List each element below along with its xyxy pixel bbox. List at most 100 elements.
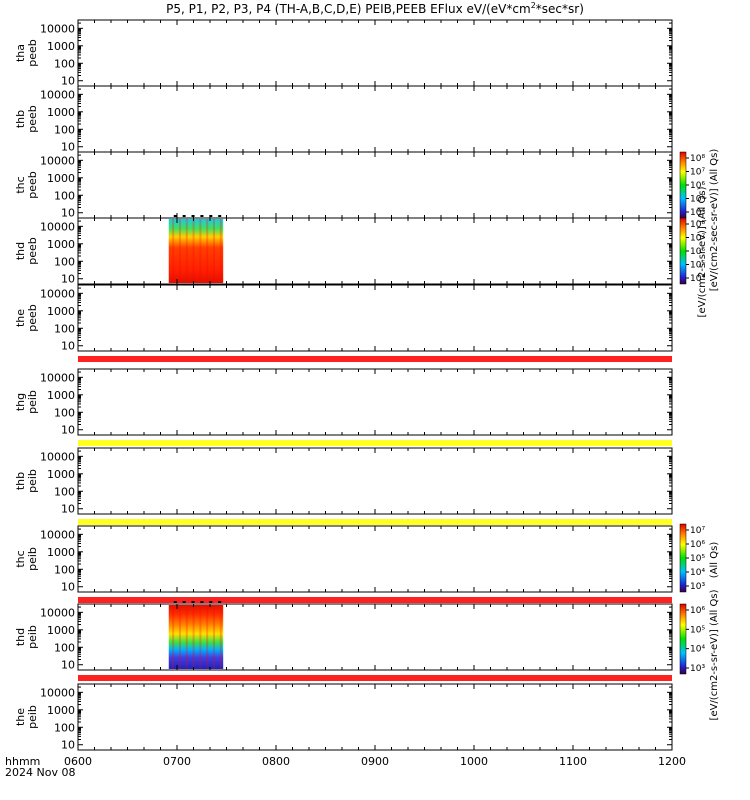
y-tick-label: 100 <box>54 189 75 202</box>
spectrogram-band <box>206 605 209 669</box>
spectrogram-band <box>172 219 175 283</box>
spectrogram-band <box>212 605 215 669</box>
spectrogram-band <box>212 219 215 283</box>
data-flag-mark <box>200 601 204 603</box>
panel-product-label: peeb <box>26 237 39 265</box>
y-tick-label: 10000 <box>40 371 75 384</box>
colorbar-label: [eV/(cm2-sec-sr-eV)] (All Qs) <box>709 149 720 292</box>
panel-product-label: peib <box>26 705 39 729</box>
y-tick-label: 1000 <box>47 624 75 637</box>
panel-frame <box>77 525 673 593</box>
y-tick-label: 10 <box>61 75 75 88</box>
colorbar-label: [eV/(cm2-s-sr-eV)] (All Qs) <box>709 589 720 720</box>
panel-probe-label: thc <box>14 550 27 567</box>
colorbar-group: 10⁴ 10⁵ 10⁶ 10⁷ 10⁸ [eV/(cm2-sec-sr-eV)] (All… <box>679 149 720 720</box>
colorbar-tick-label: 10⁴ <box>690 208 705 218</box>
y-tick-label: 10 <box>61 581 75 594</box>
data-flag-mark <box>209 215 213 217</box>
data-flag-mark <box>182 601 186 603</box>
panel-thd-peeb: 10 100 1000 10000 thd peeb <box>14 215 673 286</box>
panel-probe-label: thd <box>14 242 27 260</box>
y-tick-label: 100 <box>54 255 75 268</box>
y-tick-label: 1000 <box>47 238 75 251</box>
spectrogram-band <box>185 605 188 669</box>
spectrogram-band <box>199 219 202 283</box>
panel-thd-peib: 10 100 1000 10000 thd peib <box>14 601 673 681</box>
y-tick-label: 100 <box>54 563 75 576</box>
x-tick-label: 0700 <box>163 755 191 768</box>
panel-thb-peib: 10 100 1000 10000 thb peib <box>14 447 673 525</box>
y-tick-label: 10000 <box>40 528 75 541</box>
x-axis-label: hhmm <box>5 755 40 768</box>
panel-thb-peeb: 10 100 1000 10000 thb peeb <box>14 85 673 154</box>
x-tick-label: 1200 <box>658 755 686 768</box>
y-tick-label: 10 <box>61 424 75 437</box>
panel-frame <box>77 151 673 219</box>
spectrogram-band <box>192 605 195 669</box>
data-flag-mark <box>173 215 177 217</box>
status-bar <box>78 440 672 446</box>
colorbar-tick-label: 10⁷ <box>690 234 705 244</box>
x-tick-label: 1000 <box>460 755 488 768</box>
colorbar-tick-label: 10⁵ <box>690 195 705 205</box>
panel-frame <box>77 217 673 285</box>
y-tick-label: 10000 <box>40 22 75 35</box>
colorbar-tick-label: 10⁶ <box>690 247 705 257</box>
y-tick-label: 100 <box>54 641 75 654</box>
y-tick-label: 1000 <box>47 106 75 119</box>
spectrogram-band <box>185 219 188 283</box>
colorbar-tick-label: 10⁵ <box>690 261 705 271</box>
colorbar-tick-label: 10⁶ <box>690 540 705 550</box>
y-tick-label: 100 <box>54 123 75 136</box>
colorbar-label: (All Qs) <box>709 542 720 579</box>
panel-frame <box>77 368 673 436</box>
y-tick-label: 10000 <box>40 287 75 300</box>
y-tick-label: 10000 <box>40 686 75 699</box>
colorbar-tick-label: 10⁸ <box>690 154 705 164</box>
data-flag-mark <box>218 601 222 603</box>
colorbar-tick-label: 10⁴ <box>690 274 705 284</box>
y-tick-label: 10 <box>61 739 75 752</box>
panel-frame <box>77 683 673 751</box>
panel-product-label: peeb <box>26 171 39 199</box>
status-bar <box>78 356 672 362</box>
panel-thc-peib: 10 100 1000 10000 thc peib <box>14 525 673 603</box>
panel-probe-label: thd <box>14 628 27 646</box>
y-tick-label: 1000 <box>47 704 75 717</box>
colorbar-tick-label: 10⁴ <box>690 645 705 655</box>
spectrogram-band <box>172 605 175 669</box>
colorbar-tick-label: 10³ <box>690 664 705 674</box>
y-tick-label: 10000 <box>40 450 75 463</box>
y-tick-label: 10 <box>61 273 75 286</box>
spectrogram-band <box>192 219 195 283</box>
panel-frame <box>77 19 673 87</box>
y-tick-label: 10000 <box>40 88 75 101</box>
data-flag-mark <box>209 601 213 603</box>
panel-the-peib: 10 100 1000 10000 the peib <box>14 683 673 752</box>
panel-probe-label: the <box>14 309 27 327</box>
colorbar-tick-label: 10³ <box>690 582 705 592</box>
y-tick-label: 1000 <box>47 389 75 402</box>
data-flag-mark <box>191 601 195 603</box>
panel-probe-label: thb <box>14 472 27 490</box>
status-bar <box>78 675 672 681</box>
data-flag-mark <box>218 215 222 217</box>
panel-probe-label: tha <box>14 44 27 62</box>
y-tick-label: 1000 <box>47 546 75 559</box>
y-tick-label: 10 <box>61 141 75 154</box>
y-tick-label: 10 <box>61 503 75 516</box>
panel-product-label: peib <box>26 390 39 414</box>
spectrogram-band <box>199 605 202 669</box>
y-tick-label: 100 <box>54 406 75 419</box>
y-tick-label: 1000 <box>47 40 75 53</box>
colorbar-tick-label: 10⁷ <box>690 526 705 536</box>
y-tick-label: 10 <box>61 659 75 672</box>
colorbar-tick-label: 10⁶ <box>690 181 705 191</box>
panel-product-label: peeb <box>26 39 39 67</box>
colorbar-gradient <box>679 217 687 285</box>
data-flag-mark <box>173 601 177 603</box>
colorbar-gradient <box>679 523 687 593</box>
panel-frame <box>77 603 673 671</box>
